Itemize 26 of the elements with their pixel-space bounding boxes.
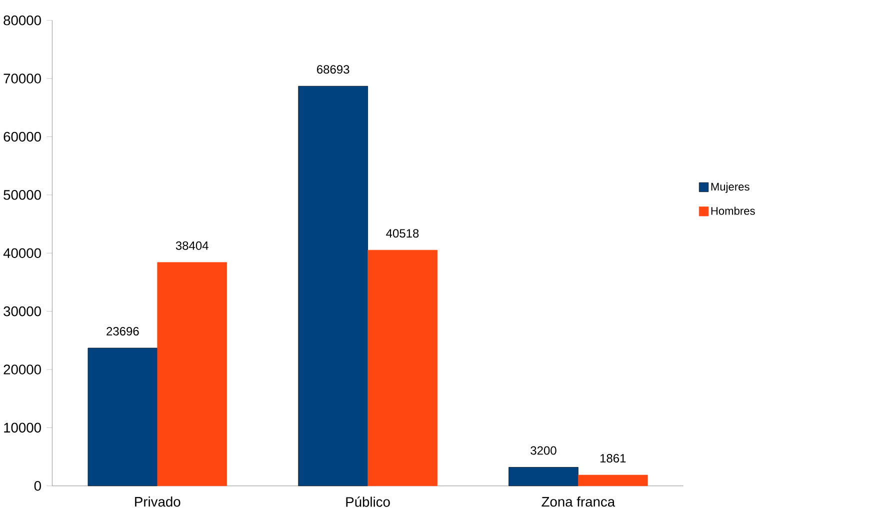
x-tick-label: Privado [135, 496, 180, 507]
legend-label: Mujeres [711, 182, 750, 193]
x-tick-label: Público [346, 496, 390, 507]
y-tick-label: 10000 [4, 422, 41, 433]
y-tick-label: 0 [34, 480, 41, 491]
y-tick-label: 60000 [4, 132, 41, 142]
y-tick-label: 50000 [4, 190, 41, 200]
y-tick-label: 40000 [3, 248, 41, 258]
bar [578, 474, 648, 486]
data-label: 38404 [176, 241, 208, 250]
y-tick-label: 70000 [4, 74, 41, 84]
bar [368, 250, 438, 486]
bar [88, 348, 158, 486]
legend-label: Hombres [711, 206, 755, 215]
bar [157, 262, 227, 486]
data-label: 1861 [600, 454, 626, 463]
x-tick-label: Zona franca [542, 496, 616, 507]
y-tick-label: 20000 [4, 364, 41, 374]
data-label: 68693 [317, 65, 350, 74]
data-label: 3200 [530, 446, 556, 455]
bar [508, 467, 578, 486]
data-label: 40518 [386, 229, 419, 238]
y-tick-label: 80000 [4, 15, 41, 26]
y-tick-label: 30000 [4, 306, 41, 316]
data-label: 23696 [106, 327, 139, 336]
bar [298, 86, 368, 486]
